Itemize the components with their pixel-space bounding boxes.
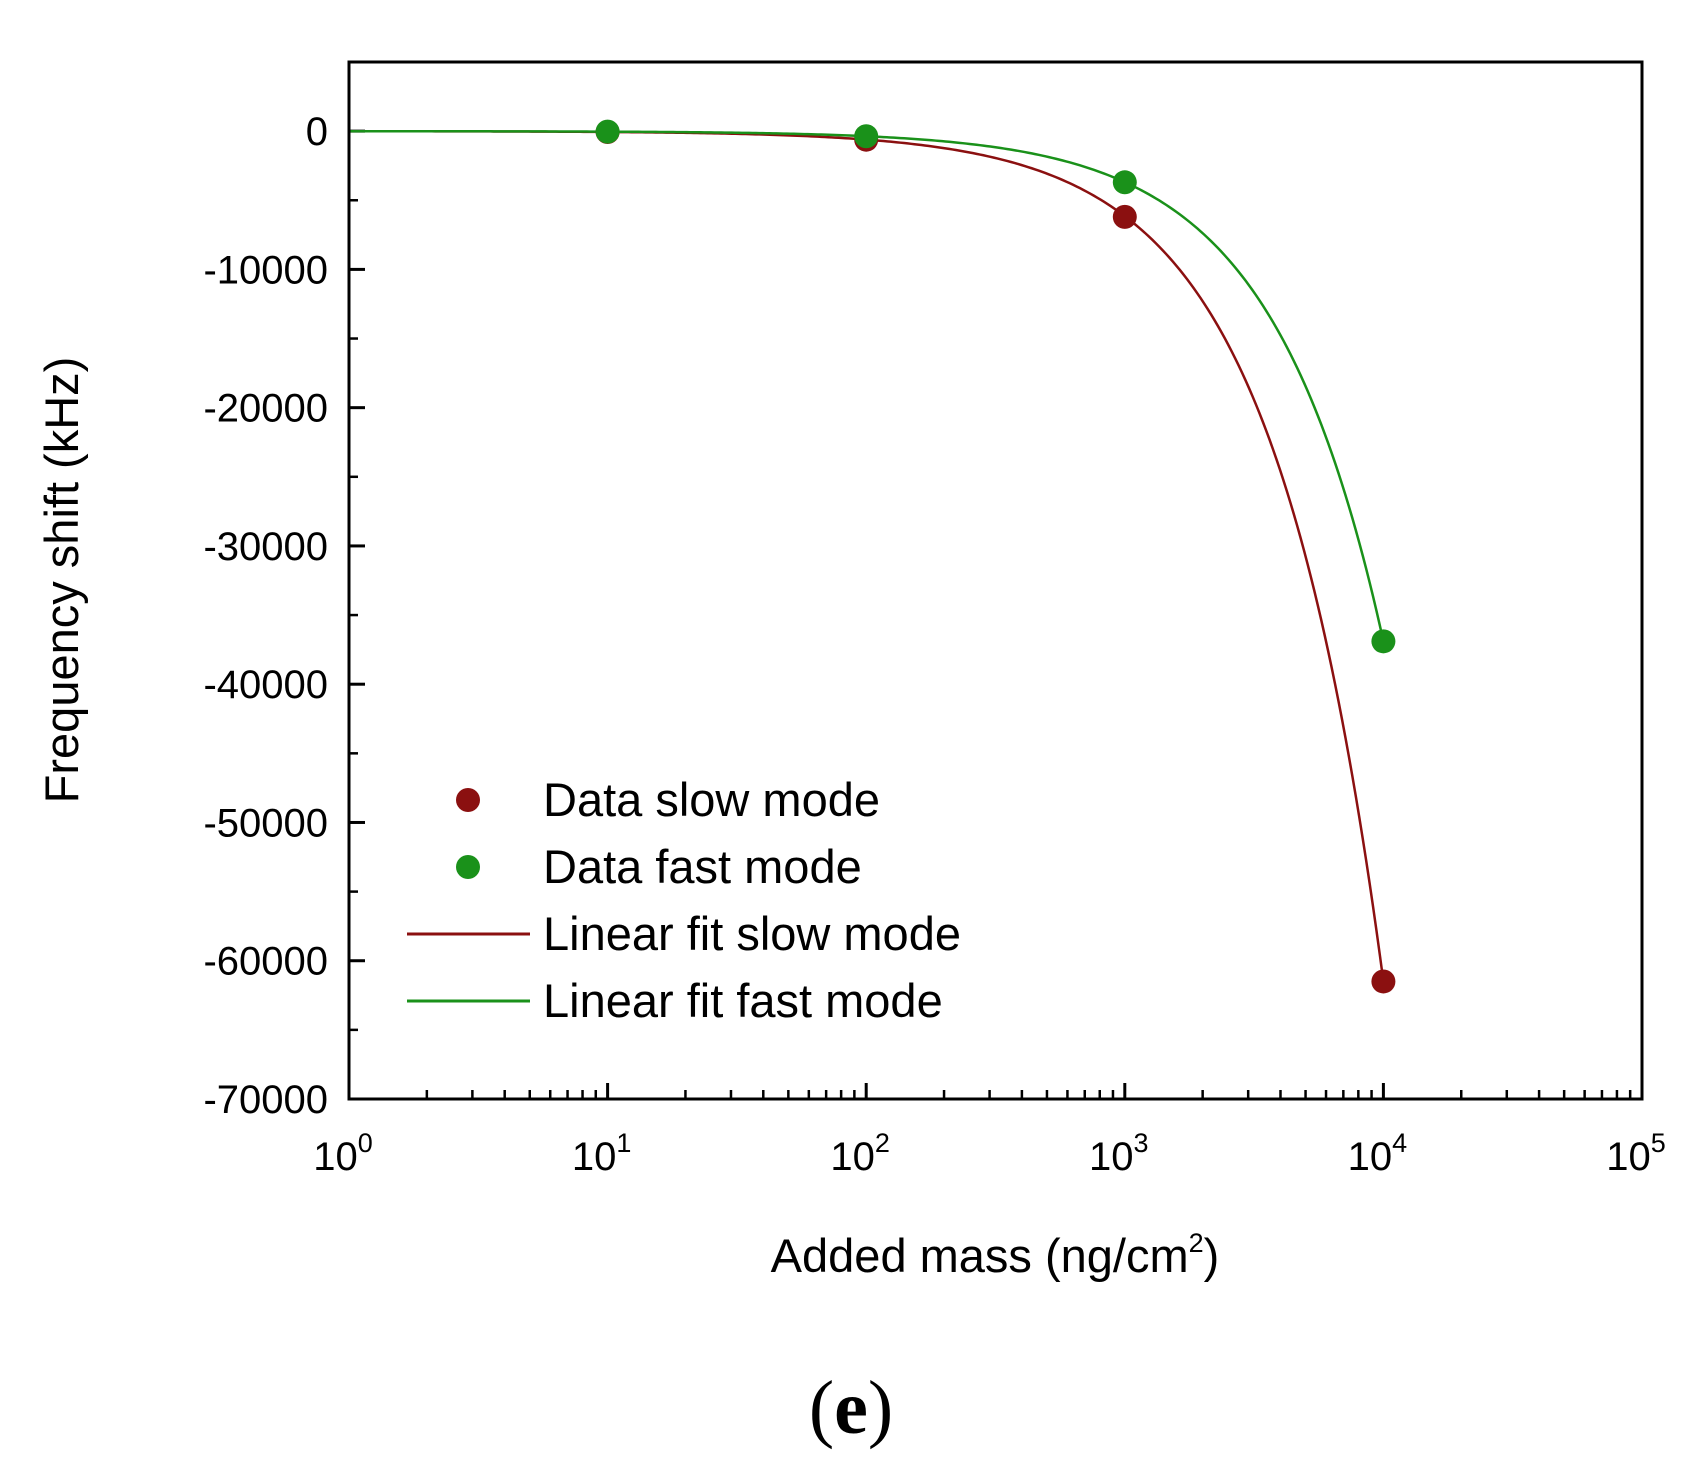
data-point-data-fast-mode bbox=[1112, 170, 1137, 195]
legend-label-fit-slow: Linear fit slow mode bbox=[543, 907, 961, 960]
fit-lines bbox=[348, 129, 1385, 982]
data-points bbox=[595, 119, 1396, 994]
x-axis-title-close: ) bbox=[1204, 1229, 1220, 1282]
data-point-data-fast-mode bbox=[595, 119, 620, 144]
x-tick-label: 105 bbox=[1606, 1128, 1666, 1179]
x-tick-label: 103 bbox=[1089, 1128, 1149, 1179]
panel-label: (e) bbox=[808, 1366, 894, 1450]
x-axis-title-sup: 2 bbox=[1189, 1228, 1204, 1258]
data-point-data-fast-mode bbox=[854, 124, 879, 149]
legend: Data slow mode Data fast mode Linear fit… bbox=[407, 773, 961, 1027]
legend-label-data-slow: Data slow mode bbox=[543, 773, 880, 826]
x-axis-title-main: Added mass (ng/cm bbox=[771, 1229, 1189, 1282]
y-tick-label: -50000 bbox=[203, 801, 328, 845]
x-tick-label: 100 bbox=[313, 1128, 373, 1179]
data-point-data-slow-mode bbox=[1371, 969, 1396, 994]
y-tick-label: -40000 bbox=[203, 663, 328, 707]
plot-frame bbox=[347, 60, 1644, 1101]
y-tick-label: -60000 bbox=[203, 940, 328, 984]
y-tick-label: -30000 bbox=[203, 525, 328, 569]
y-tick-label: -70000 bbox=[203, 1078, 328, 1122]
panel-letter: e bbox=[834, 1366, 868, 1450]
x-tick-label: 104 bbox=[1348, 1128, 1408, 1179]
x-tick-labels: 100 101 102 103 104 105 bbox=[313, 1128, 1666, 1179]
data-point-data-fast-mode bbox=[1371, 629, 1396, 654]
data-point-data-slow-mode bbox=[1112, 204, 1137, 229]
legend-label-data-fast: Data fast mode bbox=[543, 840, 862, 893]
x-major-ticks bbox=[347, 1083, 1644, 1099]
legend-label-fit-fast: Linear fit fast mode bbox=[543, 974, 943, 1027]
legend-marker-slow bbox=[456, 788, 480, 812]
x-tick-label: 102 bbox=[830, 1128, 890, 1179]
y-tick-label: -20000 bbox=[203, 387, 328, 431]
x-axis-title: Added mass (ng/cm2) bbox=[771, 1228, 1220, 1282]
y-axis-title: Frequency shift (kHz) bbox=[35, 357, 88, 804]
x-tick-label: 101 bbox=[572, 1128, 632, 1179]
y-tick-labels: 0 -10000 -20000 -30000 -40000 -50000 -60000 -70… bbox=[203, 110, 328, 1122]
y-tick-label: 0 bbox=[306, 110, 328, 154]
legend-marker-fast bbox=[456, 855, 480, 879]
fit-line-linear-fit-fast-mode bbox=[348, 129, 1385, 642]
y-tick-label: -10000 bbox=[203, 248, 328, 292]
